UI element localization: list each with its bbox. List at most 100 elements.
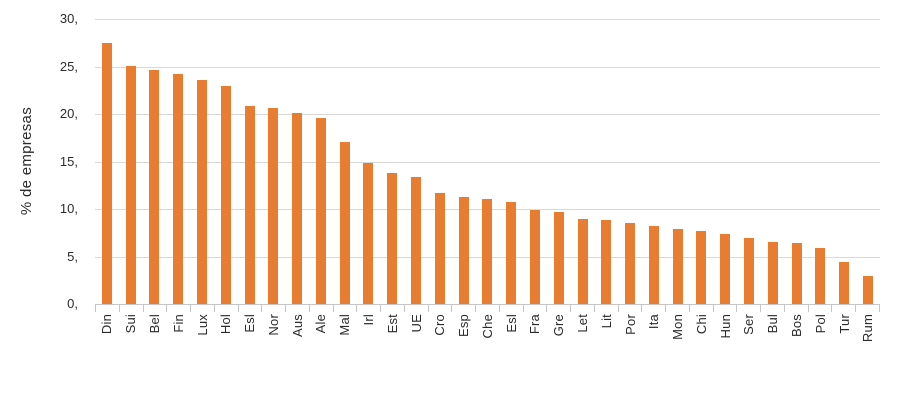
bar-slot [214,19,238,304]
x-label-slot: Nor [261,314,285,362]
x-label-slot: Ser [737,314,761,362]
x-tick-label: Bel [146,314,162,334]
bar-slot [452,19,476,304]
axis-tick [476,304,500,312]
bar-nor [268,108,279,304]
axis-tick [500,304,524,312]
axis-tick [761,304,785,312]
bar-slot [95,19,119,304]
x-label-slot: Bul [761,314,785,362]
x-label-slot: Che [476,314,500,362]
axis-tick [262,304,286,312]
bar-esl [244,106,255,304]
x-tick-label: Cro [432,314,448,336]
bar-bul [767,242,778,304]
x-label-slot: Let [571,314,595,362]
x-axis-ticks [95,304,880,312]
bar-fin [173,74,184,304]
axis-tick [524,304,548,312]
bar-slot [737,19,761,304]
axis-tick [571,304,595,312]
x-tick-label: Aus [289,314,305,338]
axis-tick [785,304,809,312]
x-tick-label: Por [622,314,638,335]
bar-rum [862,275,873,304]
axis-tick [642,304,666,312]
bar-bos [791,243,802,304]
x-tick-label: Din [99,314,115,335]
gridline [95,161,880,163]
bar-slot [333,19,357,304]
bar-cro [434,192,445,304]
x-label-slot: Lit [594,314,618,362]
gridline [95,114,880,115]
x-label-slot: Din [95,314,119,362]
axis-tick [832,304,856,312]
x-label-slot: Fin [166,314,190,362]
gridline [95,66,880,68]
x-axis-labels: Din Sui Bel Fin Lux Hol Esl Nor Aus Ale Mal Irl Est U… [95,314,880,362]
bar-let [577,219,588,304]
x-label-slot: Mon [666,314,690,362]
x-tick-label: Gre [551,314,567,337]
x-tick-label: Est [384,314,400,334]
x-label-slot: Fra [523,314,547,362]
bar-che [482,198,493,304]
bar-esp [458,196,469,304]
bar-slot [357,19,381,304]
bar-bel [149,70,160,304]
axis-tick [737,304,761,312]
axis-tick [167,304,191,312]
axis-tick [856,304,880,312]
bar-slot [285,19,309,304]
bar-slot [380,19,404,304]
plot-area [95,19,880,305]
x-label-slot: Bel [143,314,167,362]
x-label-slot: Mal [333,314,357,362]
bar-mon [672,228,683,304]
x-tick-label: Rum [860,314,876,343]
axis-tick [191,304,215,312]
axis-tick [619,304,643,312]
y-axis-title: % de empresas [14,19,38,304]
bar-slot [618,19,642,304]
bar-hun [720,233,731,304]
x-tick-label: Esl [242,314,258,333]
y-tick-label: 15, [59,153,78,169]
axis-tick [547,304,571,312]
x-label-slot: Ita [642,314,666,362]
x-tick-label: Ser [741,314,757,335]
bar-slot [713,19,737,304]
bar-ita [648,226,659,304]
x-label-slot: Esp [452,314,476,362]
axis-tick [239,304,263,312]
bar-por [625,223,636,304]
x-tick-label: Sui [123,314,139,334]
axis-tick [357,304,381,312]
x-tick-label: Mon [670,314,686,340]
y-tick-label: 10, [59,201,78,216]
x-label-slot: Gre [547,314,571,362]
x-label-slot: Chi [690,314,714,362]
x-tick-label: Fin [170,314,186,333]
x-tick-label: Chi [693,314,709,335]
axis-tick [381,304,405,312]
x-tick-label: Esl [503,314,519,333]
bar-slot [856,19,880,304]
bar-slot [547,19,571,304]
axis-tick [310,304,334,312]
bar-ale [315,117,326,304]
bar-chi [696,230,707,304]
bar-esl [506,202,517,304]
x-label-slot: UE [404,314,428,362]
bar-slot [690,19,714,304]
x-label-slot: Pol [808,314,832,362]
bar-slot [261,19,285,304]
x-tick-label: Nor [265,314,281,336]
bar-slot [666,19,690,304]
bar-slot [808,19,832,304]
x-label-slot: Irl [357,314,381,362]
bar-slot [642,19,666,304]
bar-mal [339,141,350,304]
x-label-slot: Lux [190,314,214,362]
